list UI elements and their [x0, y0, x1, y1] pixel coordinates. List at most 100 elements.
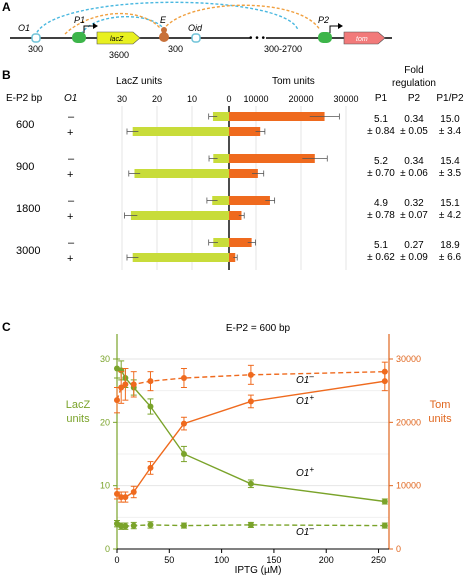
c-point: [247, 398, 254, 405]
lacz-o1-plus-label-text: O1: [296, 468, 309, 479]
c-point: [247, 371, 254, 378]
c-series-line: [116, 371, 385, 401]
c-left-tick-label: 0: [105, 544, 110, 554]
c-right-tick-label: 10000: [396, 481, 421, 491]
c-point: [130, 489, 137, 495]
tom-units-header: Tom units: [272, 76, 315, 87]
lacz-tick-0: 0: [226, 94, 231, 104]
tom-tick-30000: 30000: [333, 94, 358, 104]
c-right-tick-label: 20000: [396, 417, 421, 427]
c-point: [180, 522, 187, 529]
lacz-bar: [212, 112, 229, 121]
e-label: E: [160, 15, 167, 25]
tom-bar: [229, 112, 325, 121]
c-series-line: [116, 523, 385, 527]
c-point: [180, 451, 187, 457]
ratio-error: ± 3.4: [439, 126, 462, 137]
ep2-value: 3000: [16, 245, 40, 257]
o1-plus-mark: +: [67, 169, 73, 181]
c-left-tick-label: 20: [100, 417, 110, 427]
c-point: [147, 403, 154, 410]
o1-minus-mark: –: [68, 111, 75, 123]
tom-bar: [229, 196, 270, 205]
lacz-label: lacZ: [110, 36, 124, 43]
p2-promoter: [318, 32, 332, 43]
p1-error: ± 0.62: [367, 252, 395, 263]
ep2-value: 900: [16, 161, 34, 173]
c-point: [381, 498, 388, 505]
tom-bar: [229, 238, 252, 247]
p2-value: 0.34: [404, 156, 424, 167]
loop-o1-oid: [34, 1, 299, 38]
c-point: [381, 522, 388, 529]
tom-o1-plus-label-text: O1: [296, 396, 309, 407]
tom-bar: [229, 127, 261, 136]
panel-b: B LacZ units Tom units Fold regulation E…: [2, 65, 464, 270]
c-x-tick-label: 0: [114, 555, 119, 565]
p2-error: ± 0.05: [400, 126, 428, 137]
oid-label: Oid: [188, 23, 203, 33]
lacz-bar: [134, 169, 229, 178]
panel-a-label: A: [2, 0, 11, 14]
c-point: [147, 464, 154, 471]
p2-label: P2: [318, 15, 329, 25]
c-point: [381, 368, 388, 375]
enhancer-site-top: [161, 27, 167, 33]
tom-bar: [229, 169, 258, 178]
tom-bar: [229, 154, 315, 163]
p1-promoter: [72, 32, 86, 43]
tom-label: tom: [356, 36, 368, 43]
dist-o1-p1: 300: [28, 44, 43, 54]
c-left-tick-label: 10: [100, 481, 110, 491]
ratio-value: 15.0: [440, 114, 460, 125]
p2-value: 0.34: [404, 114, 424, 125]
p2-error: ± 0.07: [400, 210, 428, 221]
ep2-value: 1800: [16, 203, 40, 215]
ratio-value: 18.9: [440, 240, 460, 251]
o1-plus-mark: +: [67, 211, 73, 223]
ratio-value: 15.4: [440, 156, 460, 167]
dist-oid-p2: 300-2700: [264, 44, 302, 54]
dist-e-oid: 300: [168, 44, 183, 54]
c-point: [130, 381, 137, 388]
ratio-error: ± 4.2: [439, 210, 462, 221]
lacz-bar: [132, 127, 229, 136]
loop-p1-e: [80, 15, 164, 35]
c-point: [122, 494, 129, 501]
regulation-header: regulation: [392, 78, 436, 89]
o1-plus-mark: +: [67, 127, 73, 139]
tom-o1-minus-label-sup: –: [308, 372, 314, 381]
p1-col-header: P1: [375, 93, 388, 104]
c-point: [122, 381, 129, 388]
lacz-o1-minus-label-sup: –: [308, 524, 314, 533]
loop-p1-e-orange: [64, 12, 161, 35]
p1-error: ± 0.78: [367, 210, 395, 221]
lacz-bar: [213, 154, 229, 163]
c-x-tick-label: 150: [266, 555, 281, 565]
lacz-gene: [96, 31, 141, 45]
c-point: [247, 480, 254, 487]
c-point: [180, 420, 187, 427]
tom-o1-minus-label-text: O1: [296, 375, 309, 386]
lacz-units-header: LacZ units: [116, 76, 162, 87]
o1-minus-mark: –: [68, 237, 75, 249]
ratio-value: 15.1: [440, 198, 460, 209]
o1-minus-mark: –: [68, 195, 75, 207]
lacz-tick-10: 10: [187, 94, 197, 104]
c-point: [247, 521, 254, 528]
p1-arrow-head: [93, 23, 98, 29]
o1-label: O1: [18, 23, 30, 33]
p2-arrow-head: [338, 23, 343, 29]
tom-axis-label-1: Tom: [430, 399, 451, 411]
c-x-tick-label: 250: [371, 555, 386, 565]
dna-break: [250, 34, 266, 42]
p2-error: ± 0.06: [400, 168, 428, 179]
p1-label: P1: [74, 15, 85, 25]
lacz-bar: [213, 238, 229, 247]
panel-c-title: E-P2 = 600 bp: [226, 323, 291, 334]
ep2-value: 600: [16, 119, 34, 131]
o1-operator: [31, 33, 41, 43]
lacz-bar: [212, 196, 229, 205]
p1-value: 5.1: [374, 240, 388, 251]
c-point: [118, 384, 125, 391]
